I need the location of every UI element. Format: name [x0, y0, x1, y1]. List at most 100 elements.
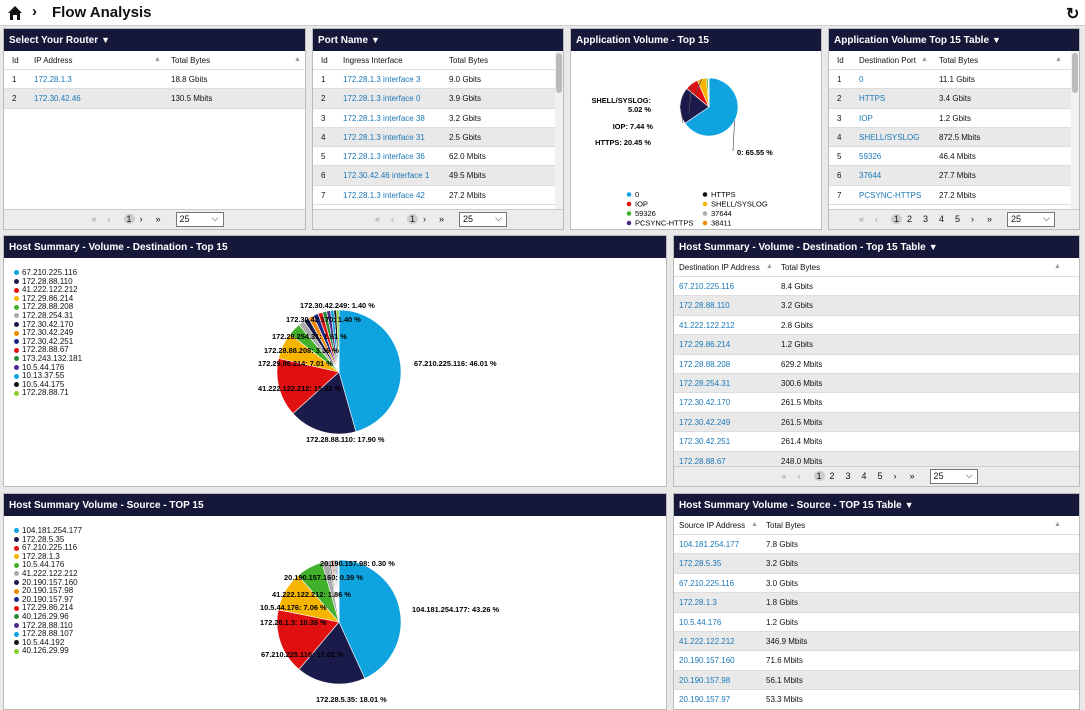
- table-row[interactable]: 20.190.157.160 71.6 Mbits: [674, 651, 1079, 671]
- table-row[interactable]: 67.210.225.116 3.0 Gbits: [674, 574, 1079, 594]
- table-row[interactable]: 2 172.28.1.3 interface 0 3.9 Gbits: [313, 89, 563, 109]
- column-header[interactable]: Total Bytes: [939, 56, 979, 65]
- table-row[interactable]: 104.181.254.177 7.8 Gbits: [674, 535, 1079, 555]
- table-row[interactable]: 3 IOP 1.2 Gbits: [829, 109, 1079, 128]
- table-cell[interactable]: 172.30.42.249: [679, 417, 731, 427]
- column-header[interactable]: IP Address: [34, 56, 73, 65]
- table-row[interactable]: 7 172.28.1.3 interface 42 27.2 Mbits: [313, 186, 563, 206]
- table-row[interactable]: 10.5.44.176 1.2 Gbits: [674, 613, 1079, 632]
- table-row[interactable]: 172.30.42.170 261.5 Mbits: [674, 393, 1079, 413]
- pager-nav-icon[interactable]: ‹: [391, 214, 394, 224]
- sort-icon[interactable]: ▲: [294, 56, 301, 63]
- home-icon[interactable]: [6, 4, 24, 22]
- legend-item[interactable]: 172.28.88.107: [14, 629, 82, 639]
- legend-item[interactable]: 172.30.42.251: [14, 337, 82, 347]
- pie-slice[interactable]: [292, 371, 357, 435]
- table-cell[interactable]: 0: [859, 75, 864, 84]
- page-number[interactable]: 1: [123, 214, 135, 224]
- pin-icon[interactable]: ▼: [904, 500, 914, 510]
- legend-item[interactable]: 67.210.225.116: [14, 268, 82, 278]
- table-row[interactable]: 7 PCSYNC-HTTPS 27.2 Mbits: [829, 186, 1079, 206]
- pie-slice[interactable]: [336, 309, 340, 373]
- column-header[interactable]: Source IP Address: [679, 521, 746, 530]
- page-number[interactable]: 1: [813, 471, 825, 481]
- pie-slice[interactable]: [298, 621, 366, 685]
- pager-nav-icon[interactable]: ‹: [107, 214, 111, 224]
- legend-item[interactable]: 40.126.29.96: [14, 612, 82, 622]
- table-row[interactable]: 1 172.28.1.3 interface 3 9.0 Gbits: [313, 70, 563, 90]
- column-header[interactable]: Ingress Interface: [343, 56, 403, 65]
- table-row[interactable]: 1 0 11.1 Gbits: [829, 70, 1079, 90]
- legend-item[interactable]: 40.126.29.99: [14, 647, 82, 656]
- legend-item[interactable]: 172.28.1.3: [14, 552, 82, 562]
- page-number[interactable]: 1: [407, 214, 419, 224]
- legend-item[interactable]: 41.222.122.212: [14, 285, 82, 295]
- table-row[interactable]: 4 172.28.1.3 interface 31 2.5 Gbits: [313, 127, 563, 148]
- legend-item[interactable]: 10.5.44.192: [14, 638, 82, 648]
- column-header[interactable]: Destination Port: [859, 56, 916, 65]
- table-row[interactable]: 41.222.122.212 2.8 Gbits: [674, 316, 1079, 336]
- table-cell[interactable]: 172.28.1.3 interface 0: [343, 94, 421, 104]
- table-cell[interactable]: 172.28.1.3: [34, 75, 72, 84]
- table-cell[interactable]: 172.28.88.67: [679, 456, 726, 466]
- page-size-select[interactable]: 25 ⌵: [1007, 212, 1055, 227]
- table-cell[interactable]: 67.210.225.116: [679, 578, 735, 588]
- refresh-icon[interactable]: ↻: [1066, 6, 1080, 23]
- pager-nav-icon[interactable]: ›: [893, 471, 897, 481]
- table-cell[interactable]: 172.28.254.31: [679, 378, 731, 388]
- sort-icon[interactable]: ▲: [1054, 263, 1061, 270]
- page-number[interactable]: 2: [829, 471, 835, 481]
- table-cell[interactable]: 172.28.1.3 interface 42: [343, 190, 425, 200]
- table-cell[interactable]: 67.210.225.116: [679, 282, 735, 291]
- pager-nav-icon[interactable]: »: [909, 471, 915, 481]
- table-cell[interactable]: 172.28.1.3 interface 36: [343, 152, 425, 162]
- table-cell[interactable]: 172.28.1.3 interface 31: [343, 132, 425, 142]
- sort-icon[interactable]: ▲: [766, 263, 773, 270]
- pager-nav-icon[interactable]: »: [439, 214, 445, 224]
- pager-nav-icon[interactable]: ‹: [875, 214, 878, 224]
- table-cell[interactable]: 172.30.42.46 interface 1: [343, 171, 430, 181]
- legend-item[interactable]: 172.28.88.110: [14, 621, 82, 631]
- table-cell[interactable]: 172.28.1.3 interface 38: [343, 113, 425, 123]
- pager-nav-icon[interactable]: ‹: [797, 471, 801, 481]
- legend-item[interactable]: 172.28.88.71: [14, 389, 82, 398]
- pie-slice[interactable]: [276, 358, 340, 414]
- pager-nav-icon[interactable]: «: [781, 471, 787, 481]
- table-row[interactable]: 172.28.88.208 629.2 Mbits: [674, 355, 1079, 374]
- legend-item[interactable]: 173.243.132.181: [14, 354, 82, 364]
- legend-item[interactable]: 67.210.225.116: [14, 543, 82, 553]
- page-number[interactable]: 3: [845, 471, 851, 481]
- table-cell[interactable]: 172.28.1.3 interface 3: [343, 75, 421, 84]
- column-header[interactable]: Total Bytes: [766, 521, 806, 530]
- sort-icon[interactable]: ▲: [751, 521, 758, 528]
- scrollbar[interactable]: [1071, 51, 1079, 209]
- legend-item[interactable]: 172.29.86.214: [14, 294, 82, 304]
- page-size-select[interactable]: 25 ⌵: [175, 212, 224, 227]
- table-row[interactable]: 5 59326 46.4 Mbits: [829, 147, 1079, 167]
- pin-icon[interactable]: ▼: [928, 242, 938, 252]
- pie-slice[interactable]: [338, 309, 402, 433]
- sort-icon[interactable]: ▲: [154, 56, 161, 63]
- table-cell[interactable]: 172.30.42.46: [34, 94, 81, 104]
- column-header[interactable]: Destination IP Address: [679, 263, 760, 272]
- table-row[interactable]: 20.190.157.98 56.1 Mbits: [674, 670, 1079, 691]
- table-row[interactable]: 172.28.5.35 3.2 Gbits: [674, 554, 1079, 574]
- page-number[interactable]: 5: [955, 214, 961, 224]
- pager-nav-icon[interactable]: «: [375, 214, 381, 224]
- legend-item[interactable]: 172.28.88.110: [14, 277, 82, 287]
- column-header[interactable]: Id: [837, 56, 844, 65]
- pin-icon[interactable]: ▼: [992, 35, 1001, 45]
- column-header[interactable]: Total Bytes: [171, 56, 211, 65]
- table-cell[interactable]: 172.28.5.35: [679, 559, 722, 569]
- table-row[interactable]: 67.210.225.116 8.4 Gbits: [674, 277, 1079, 297]
- table-cell[interactable]: 41.222.122.212: [679, 636, 735, 646]
- pin-icon[interactable]: ▼: [101, 35, 111, 45]
- page-size-select[interactable]: 25 ⌵: [929, 469, 978, 484]
- table-cell[interactable]: 172.28.1.3: [679, 598, 717, 608]
- legend-item[interactable]: 10.5.44.176: [14, 561, 82, 570]
- page-number[interactable]: 4: [861, 471, 867, 481]
- table-cell[interactable]: 104.181.254.177: [679, 540, 740, 549]
- table-row[interactable]: 2 HTTPS 3.4 Gbits: [829, 89, 1079, 109]
- table-cell[interactable]: PCSYNC-HTTPS: [859, 190, 922, 200]
- table-row[interactable]: 20.190.157.97 53.3 Mbits: [674, 690, 1079, 709]
